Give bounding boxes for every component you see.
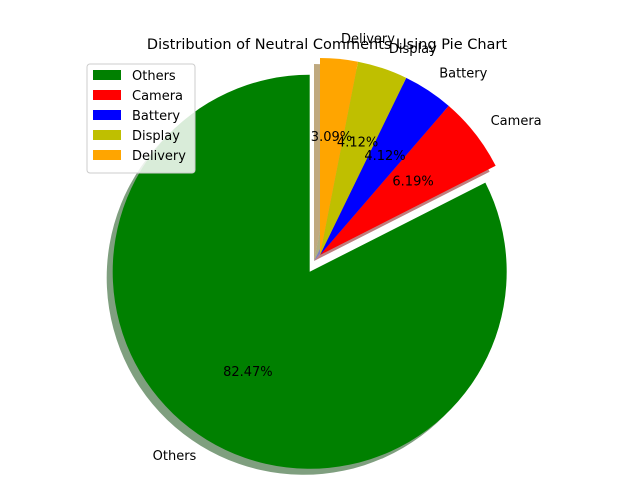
slice-pct-display: 4.12% xyxy=(337,135,378,150)
slice-others xyxy=(112,74,507,469)
slice-camera xyxy=(320,105,496,255)
legend-label-others: Others xyxy=(132,69,176,84)
slice-display xyxy=(320,61,407,255)
slice-pct-delivery: 3.09% xyxy=(311,130,352,145)
slice-delivery xyxy=(320,58,359,255)
pie-labels: Others 82.47% Camera 6.19% Battery 4.12% Displ… xyxy=(153,32,542,464)
slice-battery xyxy=(320,77,449,255)
legend-swatch-display xyxy=(93,130,121,140)
slice-label-others: Others xyxy=(153,449,197,464)
slice-label-camera: Camera xyxy=(491,114,542,129)
legend: Others Camera Battery Display Delivery xyxy=(86,63,196,174)
pie-slices xyxy=(112,58,507,469)
legend-swatch-delivery xyxy=(93,150,121,160)
chart-title: Distribution of Neutral Comments Using P… xyxy=(147,37,507,53)
legend-swatch-others xyxy=(93,70,121,80)
legend-label-display: Display xyxy=(132,129,180,144)
slice-label-delivery: Delivery xyxy=(341,32,395,47)
slice-pct-battery: 4.12% xyxy=(364,149,405,164)
legend-label-camera: Camera xyxy=(132,89,183,104)
legend-label-delivery: Delivery xyxy=(132,149,186,164)
slice-pct-others: 82.47% xyxy=(223,365,273,380)
legend-label-battery: Battery xyxy=(132,109,180,124)
legend-swatch-battery xyxy=(93,110,121,120)
slice-label-battery: Battery xyxy=(439,67,487,82)
legend-swatch-camera xyxy=(93,90,121,100)
slice-pct-camera: 6.19% xyxy=(392,175,433,190)
slice-label-display: Display xyxy=(389,42,437,57)
